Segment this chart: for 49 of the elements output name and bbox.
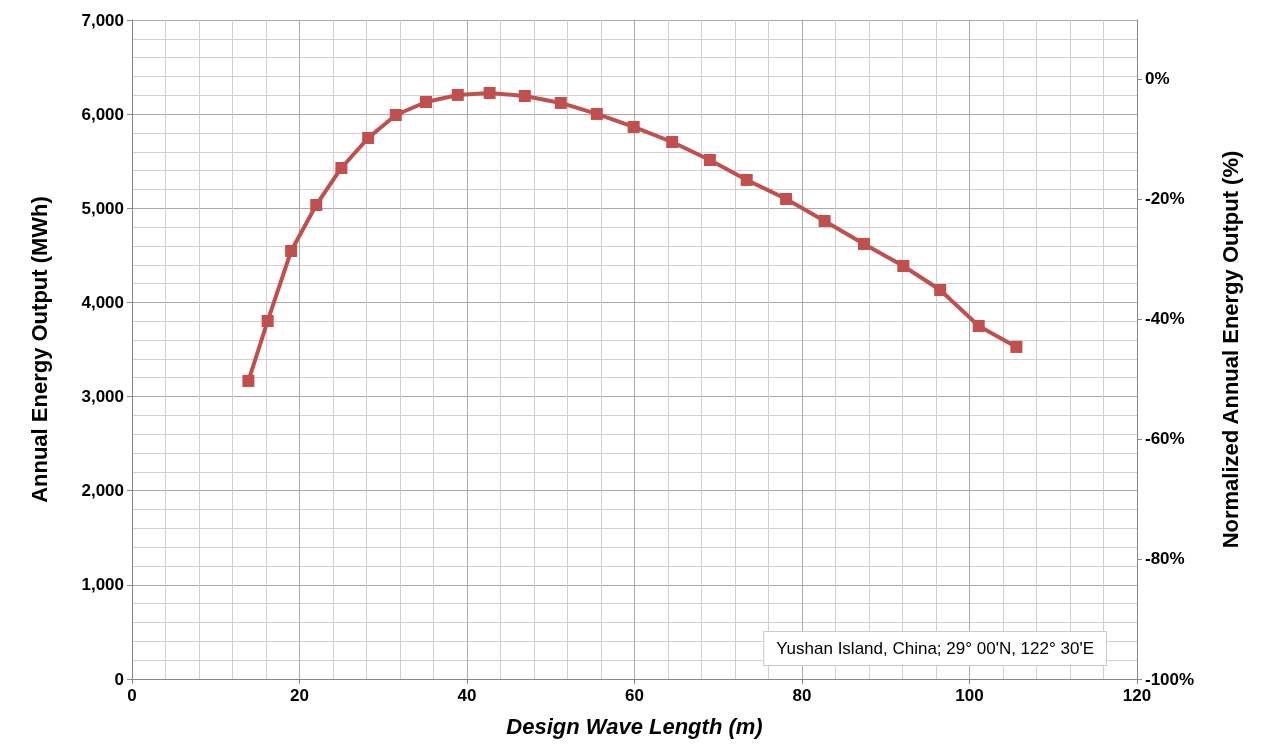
point (518, 89, 531, 102)
y-axis-title: Annual Energy Output (MWh) (26, 196, 52, 503)
point (335, 161, 348, 174)
y-tick-label: 4,000 (81, 292, 124, 312)
point (451, 88, 464, 101)
y2-axis-title: Normalized Annual Energy Output (%) (1217, 150, 1243, 549)
point (818, 214, 831, 227)
y-tick-label: 3,000 (81, 387, 124, 407)
y-tick-label: 6,000 (81, 104, 124, 124)
point (554, 96, 567, 109)
x-tick-label: 40 (457, 686, 477, 705)
point (780, 192, 793, 205)
point (419, 96, 432, 108)
x-axis-title: Design Wave Length (m) (506, 713, 763, 739)
y-tick-label: 5,000 (81, 198, 124, 218)
x-tick-label: 120 (1122, 686, 1152, 705)
x-tick-label: 100 (955, 686, 984, 705)
y2-tick-label: -100% (1145, 669, 1195, 689)
point (483, 86, 496, 99)
point (857, 237, 870, 250)
x-tick-label: 0 (127, 686, 137, 705)
point (242, 374, 255, 387)
y-tick-label: 0 (114, 669, 124, 689)
point (261, 314, 274, 327)
y2-tick-label: -20% (1145, 189, 1185, 209)
point (310, 198, 323, 211)
point (627, 120, 640, 133)
point (934, 284, 947, 296)
x-tick-label: 80 (792, 686, 812, 705)
point (972, 319, 985, 332)
y2-tick-label: -80% (1145, 549, 1185, 569)
point (389, 108, 402, 121)
y2-tick-label: -40% (1145, 309, 1185, 329)
point (1010, 340, 1023, 353)
y2-tick-label: 0% (1145, 69, 1170, 89)
point (362, 131, 375, 144)
y2-tick-label: -60% (1145, 429, 1185, 449)
x-tick-label: 60 (625, 686, 644, 705)
point (285, 245, 298, 258)
x-tick-label: 20 (290, 686, 309, 705)
y-tick-label: 2,000 (81, 481, 124, 501)
point (590, 107, 603, 120)
point (703, 153, 716, 166)
point (740, 173, 753, 186)
annotation: Yushan Island, China; 29° 00'N, 122° 30'E (776, 639, 1095, 658)
y-tick-label: 1,000 (81, 575, 124, 595)
point (666, 136, 679, 149)
y-tick-label: 7,000 (81, 10, 124, 30)
point (897, 260, 910, 272)
